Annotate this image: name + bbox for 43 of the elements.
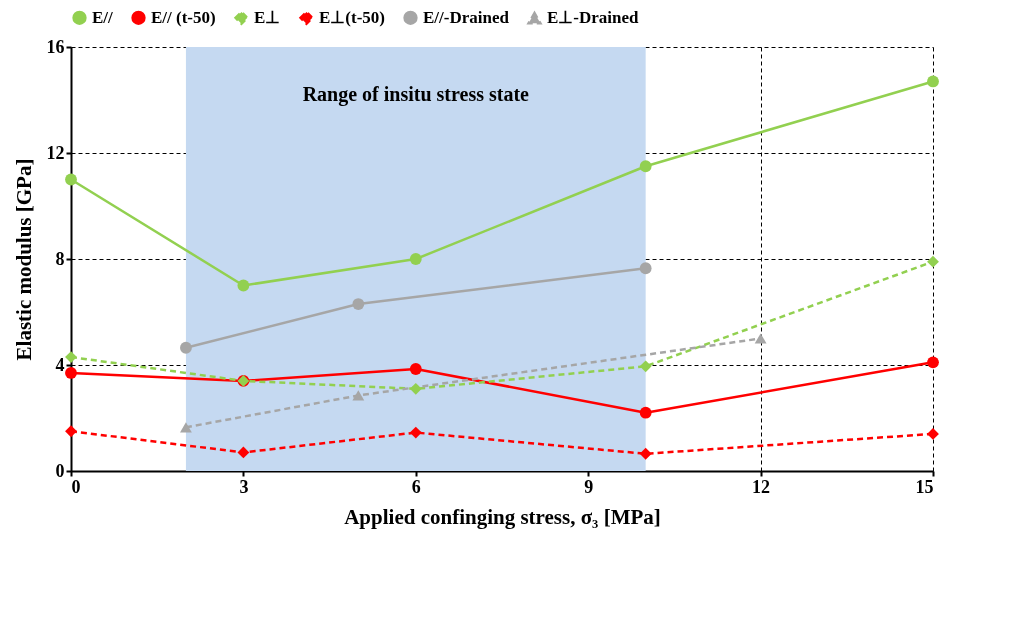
band-label: Range of insitu stress state — [302, 83, 530, 106]
point — [927, 427, 939, 440]
point — [639, 360, 652, 373]
point — [639, 160, 652, 173]
point — [180, 341, 192, 354]
point — [237, 279, 250, 292]
point — [639, 447, 652, 460]
point — [180, 422, 192, 433]
point — [409, 253, 422, 265]
y-tick-label: 8 — [55, 248, 65, 269]
legend-label: E⊥(t-50) — [319, 7, 385, 27]
legend-label: E⊥ — [254, 7, 281, 27]
y-tick-label: 4 — [55, 354, 65, 375]
point — [927, 356, 939, 369]
x-tick-label: 9 — [584, 476, 594, 497]
x-tick-label: 3 — [239, 476, 249, 497]
y-tick-label: 16 — [46, 36, 65, 57]
point — [352, 298, 365, 310]
point — [927, 75, 939, 88]
y-tick-label: 0 — [55, 460, 65, 481]
point — [237, 446, 250, 459]
point — [65, 367, 77, 379]
point — [409, 363, 422, 375]
legend-label: E// (t-50) — [151, 7, 216, 27]
point — [639, 262, 652, 275]
point — [409, 426, 422, 439]
x-axis-title: Applied confinging stress, σ₃ [MPa] — [344, 504, 661, 529]
point — [352, 390, 365, 401]
y-tick-label: 12 — [46, 142, 65, 163]
legend-label: E//-Drained — [423, 7, 510, 27]
point — [65, 425, 77, 438]
y-axis-title: Elastic modulus [GPa] — [11, 158, 36, 361]
point — [639, 406, 652, 419]
legend-label: E// — [92, 7, 114, 27]
x-tick-label: 0 — [71, 476, 81, 497]
x-tick-label: 15 — [915, 476, 934, 497]
point — [65, 173, 77, 186]
x-tick-label: 12 — [752, 476, 771, 497]
point — [754, 333, 767, 344]
x-tick-label: 6 — [411, 476, 421, 497]
point — [927, 255, 939, 268]
point — [409, 382, 422, 395]
legend-label: E⊥-Drained — [547, 8, 640, 28]
